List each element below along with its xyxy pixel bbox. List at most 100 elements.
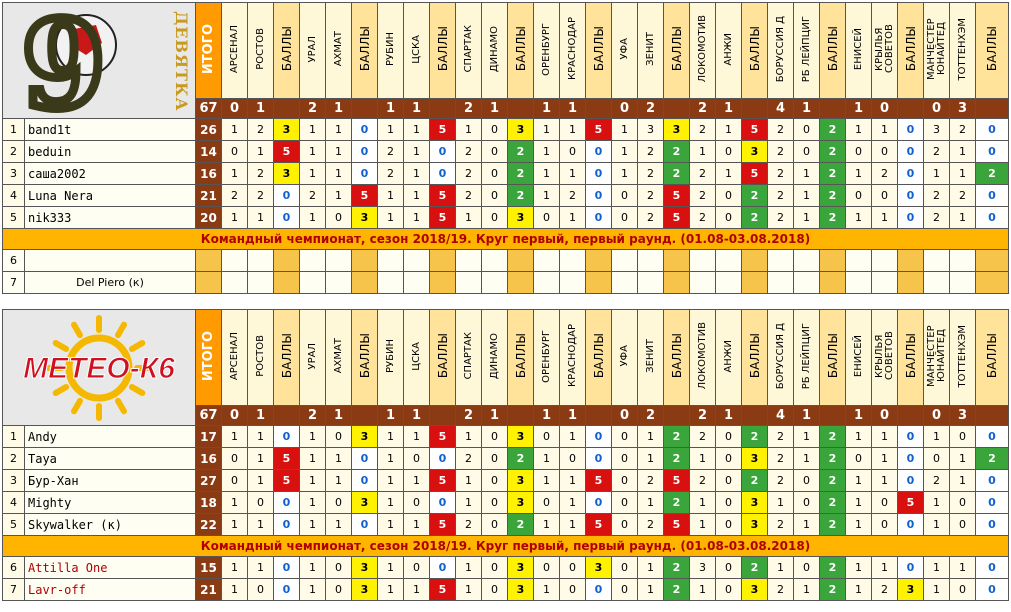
result-spacer: [429, 98, 456, 119]
team-name: АХМАТ: [332, 338, 344, 374]
prediction-cell: [923, 249, 950, 272]
prediction-cell: 2: [767, 184, 794, 207]
itogo-label: ИТОГО: [200, 23, 216, 75]
team-name: ДИНАМО: [488, 332, 500, 380]
prediction-cell: 1: [845, 513, 872, 536]
prediction-cell: 0: [871, 184, 898, 207]
prediction-cell: 1: [299, 447, 326, 470]
prediction-cell: 0: [611, 491, 638, 514]
result-spacer: [975, 405, 1009, 426]
team-name: ЦСКА: [410, 341, 422, 371]
prediction-cell: 0: [559, 140, 586, 163]
prediction-cell: 1: [637, 425, 664, 448]
bally-cell: 0: [975, 140, 1009, 163]
bally-cell: [429, 249, 456, 272]
bally-cell: 0: [897, 118, 924, 141]
bally-cell: 2: [663, 578, 690, 601]
prediction-cell: 0: [949, 578, 976, 601]
bally-cell: [351, 249, 378, 272]
player-total: 15: [195, 556, 222, 579]
prediction-cell: 1: [247, 140, 274, 163]
prediction-cell: 1: [793, 447, 820, 470]
result-spacer: [741, 405, 768, 426]
prediction-cell: 1: [793, 578, 820, 601]
prediction-cell: 0: [533, 491, 560, 514]
prediction-cell: 2: [689, 469, 716, 492]
bally-cell: [975, 271, 1009, 294]
bally-header: БАЛЛЫ: [273, 2, 300, 99]
player-row: 2 beduin 14 0 1 5 1 1 0 2 1 0 2 0 2 1 0 0 1 2 2 1 0 3 2 0 2 0 0 0 2 1 0: [2, 140, 1009, 163]
result-score: 1: [533, 405, 560, 426]
prediction-cell: 2: [377, 162, 404, 185]
bally-cell: 0: [585, 578, 612, 601]
bally-label: БАЛЛЫ: [357, 26, 372, 72]
prediction-cell: 3: [689, 556, 716, 579]
team-name: АРСЕНАЛ: [228, 331, 240, 381]
match-home-header: ЛОКОМОТИВ: [689, 2, 716, 99]
prediction-cell: 1: [455, 206, 482, 229]
prediction-cell: 1: [637, 578, 664, 601]
bally-cell: 5: [429, 469, 456, 492]
team-name: ЗЕНИТ: [644, 339, 656, 373]
player-name: [24, 249, 196, 272]
bally-cell: [273, 271, 300, 294]
bally-cell: 3: [273, 162, 300, 185]
match-home-header: РУБИН: [377, 2, 404, 99]
bally-header: БАЛЛЫ: [429, 2, 456, 99]
prediction-cell: 2: [689, 425, 716, 448]
prediction-cell: 1: [871, 447, 898, 470]
player-total: 16: [195, 162, 222, 185]
meteo-k6-logo: МЕТЕО-К6: [23, 315, 176, 421]
result-score: 2: [637, 98, 664, 119]
prediction-cell: 1: [299, 513, 326, 536]
prediction-cell: 1: [871, 425, 898, 448]
prediction-cell: 0: [793, 469, 820, 492]
bally-header: БАЛЛЫ: [741, 2, 768, 99]
prediction-cell: 0: [325, 491, 352, 514]
player-total: [195, 249, 222, 272]
result-score: 3: [949, 405, 976, 426]
prediction-cell: 0: [533, 425, 560, 448]
prediction-cell: 2: [767, 162, 794, 185]
team-grid: МЕТЕО-К6 ИТОГО АРСЕНАЛ РОСТОВ БАЛЛЫ УРАЛ АХМАТ…: [2, 309, 1009, 601]
team-name: РБ ЛЕЙПЦИГ: [800, 322, 812, 390]
bally-cell: 2: [819, 578, 846, 601]
prediction-cell: 1: [559, 162, 586, 185]
bally-cell: 5: [429, 118, 456, 141]
result-score: 1: [559, 405, 586, 426]
prediction-cell: 0: [611, 184, 638, 207]
prediction-cell: 0: [611, 206, 638, 229]
match-home-header: БОРУССИЯ Д: [767, 2, 794, 99]
match-away-header: КРЫЛЬЯ СОВЕТОВ: [871, 309, 898, 406]
prediction-cell: 2: [689, 162, 716, 185]
prediction-cell: [871, 249, 898, 272]
prediction-cell: 0: [715, 578, 742, 601]
prediction-cell: 1: [689, 447, 716, 470]
bally-cell: 5: [585, 513, 612, 536]
bally-cell: 0: [975, 578, 1009, 601]
prediction-cell: 1: [767, 556, 794, 579]
prediction-cell: 1: [455, 469, 482, 492]
team-grid: 9 ДЕВЯТКА ИТОГО АРСЕНАЛ РОСТОВ БАЛЛЫ УРАЛ АХМАТ…: [2, 2, 1009, 294]
bally-label: БАЛЛЫ: [669, 26, 684, 72]
bally-cell: [741, 271, 768, 294]
player-name: Del Piero (к): [24, 271, 196, 294]
prediction-cell: 2: [767, 447, 794, 470]
prediction-cell: 0: [325, 556, 352, 579]
prediction-cell: 1: [949, 162, 976, 185]
prediction-cell: [949, 249, 976, 272]
bally-cell: 2: [507, 184, 534, 207]
bally-header: БАЛЛЫ: [663, 309, 690, 406]
bally-cell: 3: [507, 469, 534, 492]
prediction-cell: 1: [689, 513, 716, 536]
prediction-cell: 1: [689, 491, 716, 514]
match-away-header: ДИНАМО: [481, 2, 508, 99]
team-name: КРАСНОДАР: [566, 324, 578, 388]
prediction-cell: 1: [923, 425, 950, 448]
row-number: 3: [2, 469, 25, 492]
prediction-cell: 2: [637, 469, 664, 492]
prediction-cell: 1: [325, 447, 352, 470]
result-score: 1: [793, 405, 820, 426]
row-number: 4: [2, 184, 25, 207]
prediction-cell: 1: [845, 556, 872, 579]
